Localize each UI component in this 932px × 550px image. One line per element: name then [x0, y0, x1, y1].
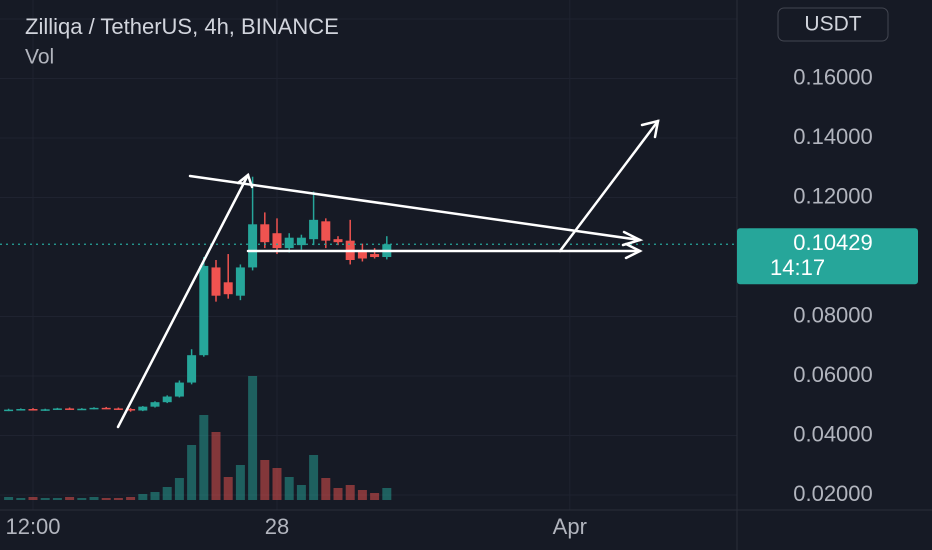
trend-line: [188, 174, 642, 242]
volume-bar: [174, 478, 184, 500]
candle-body: [126, 409, 136, 411]
candle-body: [113, 408, 123, 410]
candle-body: [40, 409, 50, 411]
currency-label[interactable]: USDT: [804, 13, 861, 36]
volume-bar: [138, 494, 148, 500]
volume-bar: [284, 477, 294, 500]
volume-bar: [260, 460, 270, 500]
volume-bar: [357, 490, 367, 500]
volume-bar: [296, 485, 306, 500]
volume-bar: [4, 497, 14, 500]
volume-bar: [248, 376, 258, 500]
volume-bar: [101, 498, 111, 500]
arrow-head: [236, 172, 254, 189]
volume-bar: [77, 498, 87, 500]
y-tick-label: 0.12000: [793, 183, 873, 208]
drawings: [116, 119, 660, 429]
candle-body: [199, 265, 209, 356]
candle-body: [89, 407, 99, 410]
y-tick-label: 0.14000: [793, 124, 873, 149]
volume-bar: [345, 485, 355, 500]
candle-body: [284, 237, 294, 249]
candle-body: [260, 224, 270, 243]
volume-bar: [333, 488, 343, 500]
last-price-label: 0.10429: [793, 230, 873, 255]
volume-bar: [52, 498, 62, 500]
volume-bar: [40, 498, 50, 500]
volume-bar: [370, 493, 380, 500]
candle-body: [211, 267, 221, 296]
volume-bar: [382, 488, 392, 500]
volume-bar: [199, 415, 209, 500]
candle-body: [248, 224, 258, 268]
candle-body: [333, 239, 343, 243]
last-price-box: [737, 228, 918, 285]
volume-bar: [321, 478, 331, 500]
candle-body: [65, 408, 75, 410]
volume-bar: [211, 432, 221, 500]
candle-body: [309, 219, 319, 240]
candle-body: [138, 406, 148, 411]
arrow-head: [624, 242, 643, 260]
trend-line: [558, 119, 660, 253]
candle-body: [272, 233, 282, 249]
volume-label: Vol: [25, 46, 54, 69]
candle-body: [52, 408, 62, 410]
volume-bar: [16, 498, 26, 500]
arrow-head: [640, 119, 660, 139]
y-tick-label: 0.06000: [793, 362, 873, 387]
volume-bar: [65, 497, 75, 500]
x-tick-label: 28: [265, 514, 289, 539]
y-tick-label: 0.08000: [793, 302, 873, 327]
x-tick-label: Apr: [553, 514, 587, 539]
volume-bar: [235, 465, 245, 500]
candle-body: [101, 407, 111, 410]
volume-bar: [126, 497, 136, 500]
volume-bar: [272, 468, 282, 500]
volume-bar: [113, 498, 123, 500]
candle-body: [357, 251, 367, 259]
y-tick-label: 0.16000: [793, 64, 873, 89]
candle-body: [174, 382, 184, 397]
candle-body: [4, 409, 14, 412]
trend-line: [116, 173, 250, 429]
candle-body: [321, 221, 331, 241]
candle-body: [16, 409, 26, 411]
candle-body: [235, 267, 245, 296]
candle-body: [162, 396, 172, 403]
candle-body: [77, 408, 87, 411]
x-tick-label: 12:00: [5, 514, 60, 539]
volume-bar: [28, 497, 38, 500]
candle-body: [28, 409, 38, 411]
candle-body: [223, 282, 233, 295]
volume-bar: [223, 477, 233, 500]
candle-body: [187, 355, 197, 383]
currency-button[interactable]: [777, 7, 889, 42]
candle-body: [370, 254, 380, 258]
volume-bar: [150, 492, 160, 500]
arrow-head: [621, 230, 644, 247]
volume-bar: [187, 445, 197, 500]
candle-body: [150, 402, 160, 407]
y-tick-label: 0.04000: [793, 421, 873, 446]
volume-bar: [89, 497, 99, 500]
y-tick-label: 0.02000: [793, 481, 873, 506]
volume-bar: [162, 487, 172, 500]
chart-title: Zilliqa / TetherUS, 4h, BINANCE: [25, 14, 339, 39]
volume-bar: [309, 455, 319, 500]
candle-body: [296, 237, 306, 246]
countdown-label: 14:17: [770, 255, 825, 280]
